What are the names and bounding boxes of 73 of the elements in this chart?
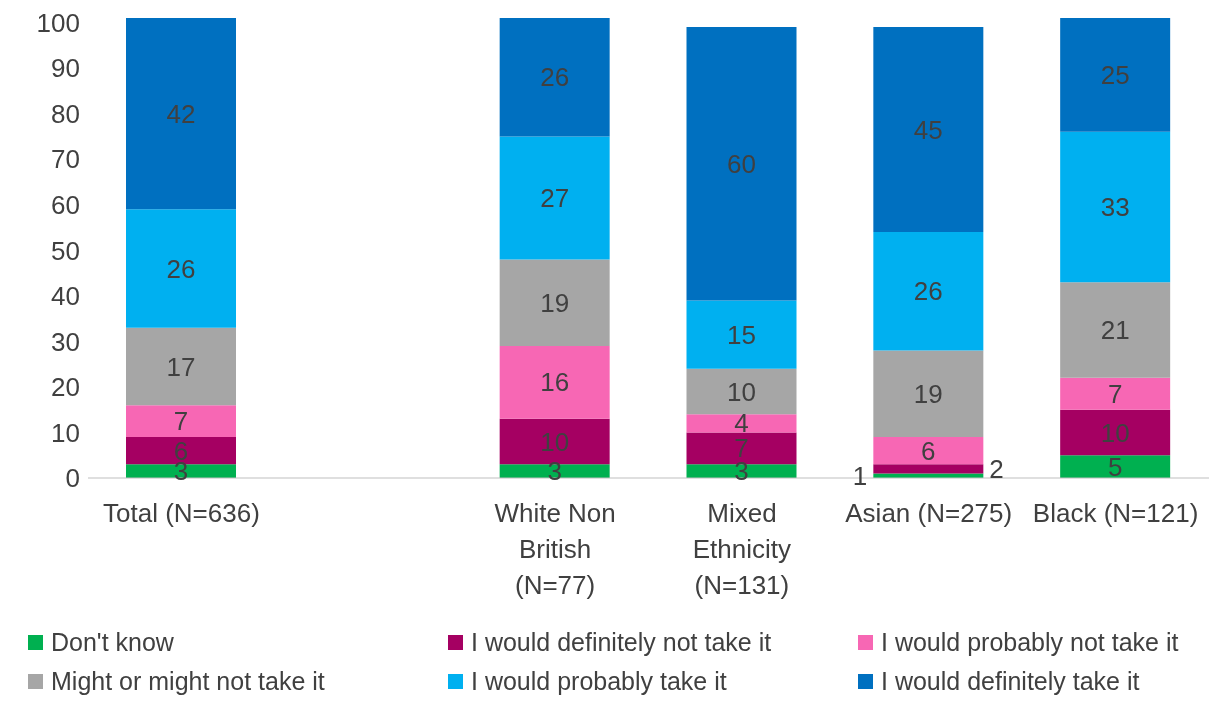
x-tick-label: Asian (N=275)	[845, 498, 1013, 528]
y-tick-label: 90	[51, 53, 80, 84]
data-label: 26	[913, 276, 943, 307]
legend-label: Might or might not take it	[51, 667, 325, 696]
data-label: 25	[1100, 60, 1130, 91]
bar	[126, 209, 236, 328]
data-label: 27	[540, 183, 570, 213]
legend-label: I would probably take it	[471, 667, 727, 696]
bar	[686, 27, 797, 301]
bar	[126, 327, 236, 406]
bar	[499, 345, 610, 419]
data-label: 60	[727, 148, 756, 179]
y-tick-label: 40	[51, 281, 80, 312]
data-label: 5	[1107, 451, 1123, 482]
data-label: 33	[1100, 192, 1130, 223]
data-label: 42	[166, 98, 196, 129]
legend-label: Don't know	[51, 628, 174, 657]
bar	[499, 18, 610, 137]
bar	[1060, 282, 1171, 378]
bar	[1060, 455, 1171, 478]
data-label: 6	[921, 435, 936, 466]
data-label: 19	[540, 287, 570, 318]
y-tick-label: 30	[51, 326, 80, 357]
data-label: 10	[540, 426, 570, 457]
bar	[126, 18, 236, 210]
y-tick-label: 70	[51, 144, 80, 175]
data-label: 45	[913, 114, 943, 145]
bar	[873, 437, 984, 465]
bar	[499, 136, 610, 260]
bar	[873, 232, 984, 351]
data-label: 7	[173, 406, 189, 437]
y-tick-label: 20	[51, 372, 80, 403]
data-label: 17	[166, 351, 196, 382]
x-tick-label: Black (N=121)	[1032, 498, 1199, 528]
bar	[686, 300, 797, 369]
bar	[1060, 409, 1171, 456]
y-tick-label: 80	[51, 98, 80, 129]
y-tick-label: 60	[51, 189, 80, 220]
data-label: 26	[540, 62, 570, 93]
bar	[873, 350, 984, 438]
data-label: 21	[1100, 315, 1130, 346]
x-tick-label: Mixed Ethnicity (N=131)	[692, 498, 792, 600]
bar	[126, 464, 236, 478]
bar	[686, 414, 797, 433]
bar	[1060, 377, 1171, 410]
y-tick-label: 50	[51, 235, 80, 266]
data-label: 10	[1100, 417, 1130, 448]
bar	[873, 27, 984, 233]
bar	[686, 368, 797, 415]
y-tick-label: 0	[65, 463, 80, 494]
data-label: 19	[913, 378, 943, 409]
data-label: 4	[734, 408, 749, 439]
x-tick-label: White Non British (N=77)	[494, 498, 616, 600]
bar	[126, 405, 236, 438]
data-label: 16	[540, 367, 570, 398]
legend-label: I would probably not take it	[881, 628, 1179, 657]
legend-label: I would definitely take it	[881, 667, 1140, 696]
y-tick-label: 100	[36, 7, 80, 38]
bar	[499, 464, 610, 478]
bar	[873, 464, 984, 474]
data-label: 7	[1107, 378, 1123, 409]
bar	[499, 259, 610, 346]
data-label: 2	[989, 453, 1004, 484]
bar	[1060, 18, 1171, 132]
x-tick-label: Total (N=636)	[103, 498, 260, 528]
data-label: 1	[852, 460, 868, 491]
bar	[1060, 131, 1171, 283]
data-label: 26	[166, 253, 196, 284]
y-tick-label: 10	[51, 417, 80, 448]
data-label: 10	[727, 376, 756, 407]
bar	[686, 464, 797, 478]
legend-label: I would definitely not take it	[471, 628, 772, 657]
data-label: 15	[727, 319, 756, 350]
